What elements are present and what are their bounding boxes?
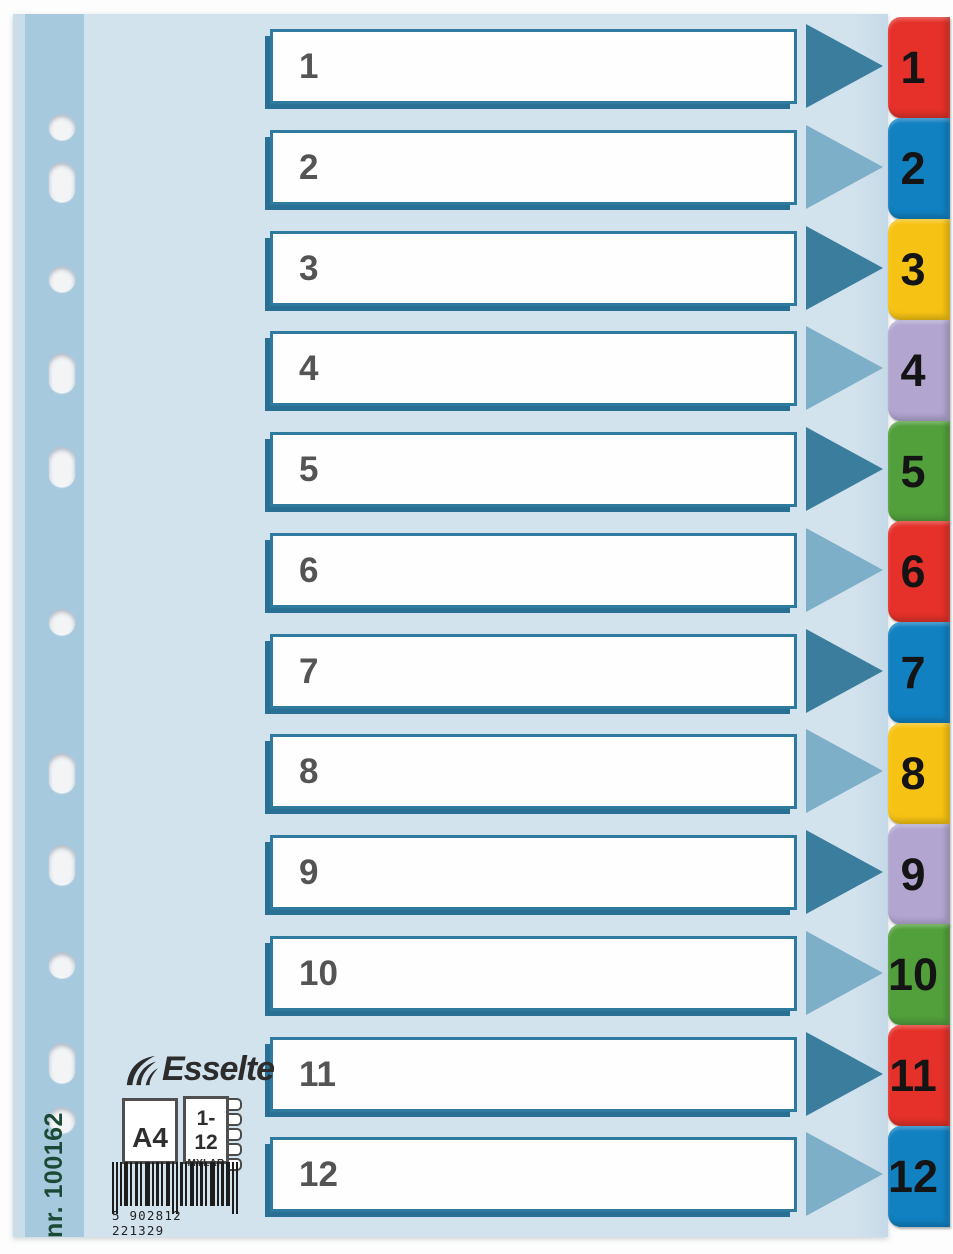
esselte-logo-text: Esselte <box>162 1050 275 1088</box>
index-tab: 9 <box>888 824 950 925</box>
punch-hole <box>49 1107 75 1133</box>
punch-hole <box>49 952 75 978</box>
index-tab: 12 <box>888 1126 950 1227</box>
barcode: 5 902812 221329 <box>112 1162 242 1238</box>
row-number: 8 <box>299 752 319 791</box>
arrow-right-icon <box>806 1032 883 1116</box>
divider-sheet: 1 2 3 4 5 6 7 8 9 10 11 12 Essel <box>13 14 888 1238</box>
index-tab: 1 <box>888 17 950 118</box>
index-row: 6 <box>270 533 797 608</box>
arrow-right-icon <box>806 931 883 1015</box>
row-number: 6 <box>299 551 319 590</box>
punch-hole <box>49 266 75 292</box>
tab-number: 3 <box>900 244 926 295</box>
row-number: 5 <box>299 450 319 489</box>
index-tab: 6 <box>888 521 950 622</box>
range-badge: 1-12 MYLAR <box>183 1096 242 1171</box>
arrow-right-icon <box>806 830 883 914</box>
esselte-logo: Esselte <box>123 1050 275 1089</box>
index-tab: 8 <box>888 723 950 824</box>
tab-number: 5 <box>900 446 926 497</box>
format-label: A4 <box>132 1122 168 1153</box>
index-tab: 7 <box>888 622 950 723</box>
arrow-right-icon <box>806 226 883 310</box>
index-row: 1 <box>270 29 797 104</box>
index-tab: 2 <box>888 118 950 219</box>
punch-hole <box>49 845 75 885</box>
esselte-swoosh-icon <box>126 1055 159 1085</box>
row-number: 11 <box>299 1055 336 1094</box>
index-tab: 4 <box>888 320 950 421</box>
punch-hole <box>49 1043 75 1083</box>
item-number-label: nr. 100162 <box>40 1112 68 1238</box>
barcode-bars-icon <box>112 1162 238 1214</box>
row-number: 2 <box>299 148 319 187</box>
index-tab: 5 <box>888 421 950 522</box>
punch-hole <box>49 353 75 393</box>
arrow-right-icon <box>806 729 883 813</box>
tab-number: 6 <box>900 546 926 597</box>
tab-number: 9 <box>900 849 926 900</box>
punch-hole <box>49 447 75 487</box>
index-row: 8 <box>270 734 797 809</box>
index-row: 10 <box>270 936 797 1011</box>
sheet-edge-strip <box>13 14 25 1237</box>
row-number: 7 <box>299 652 319 691</box>
arrow-right-icon <box>806 528 883 612</box>
tab-number: 10 <box>888 949 939 1000</box>
arrow-right-icon <box>806 125 883 209</box>
tab-number: 1 <box>900 42 926 93</box>
punch-hole <box>49 609 75 635</box>
index-row: 2 <box>270 130 797 205</box>
tab-number: 11 <box>889 1050 937 1101</box>
index-row: 5 <box>270 432 797 507</box>
tab-number: 7 <box>900 647 926 698</box>
punch-hole <box>49 114 75 140</box>
arrow-right-icon <box>806 427 883 511</box>
punch-hole <box>49 162 75 202</box>
index-row: 7 <box>270 634 797 709</box>
index-tab: 11 <box>888 1025 950 1126</box>
index-row: 9 <box>270 835 797 910</box>
arrow-right-icon <box>806 326 883 410</box>
row-number: 3 <box>299 249 319 288</box>
range-label: 1-12 <box>194 1107 218 1154</box>
row-number: 1 <box>299 47 319 86</box>
index-tab: 3 <box>888 219 950 320</box>
barcode-digits: 5 902812 221329 <box>112 1208 182 1238</box>
index-row: 3 <box>270 231 797 306</box>
tab-number: 8 <box>900 748 926 799</box>
arrow-right-icon <box>806 629 883 713</box>
tab-number: 2 <box>900 143 926 194</box>
row-number: 4 <box>299 349 319 388</box>
row-number: 9 <box>299 853 319 892</box>
format-badge: A4 <box>122 1098 178 1164</box>
index-row: 11 <box>270 1037 797 1112</box>
index-row: 4 <box>270 331 797 406</box>
arrow-right-icon <box>806 1132 883 1216</box>
mini-tabs-icon <box>229 1098 245 1171</box>
tab-number: 12 <box>888 1151 939 1202</box>
arrow-right-icon <box>806 24 883 108</box>
row-number: 10 <box>299 954 338 993</box>
tab-number: 4 <box>900 345 926 396</box>
punch-hole <box>49 753 75 793</box>
index-tab: 10 <box>888 924 950 1025</box>
index-row: 12 <box>270 1137 797 1212</box>
row-number: 12 <box>299 1155 338 1194</box>
